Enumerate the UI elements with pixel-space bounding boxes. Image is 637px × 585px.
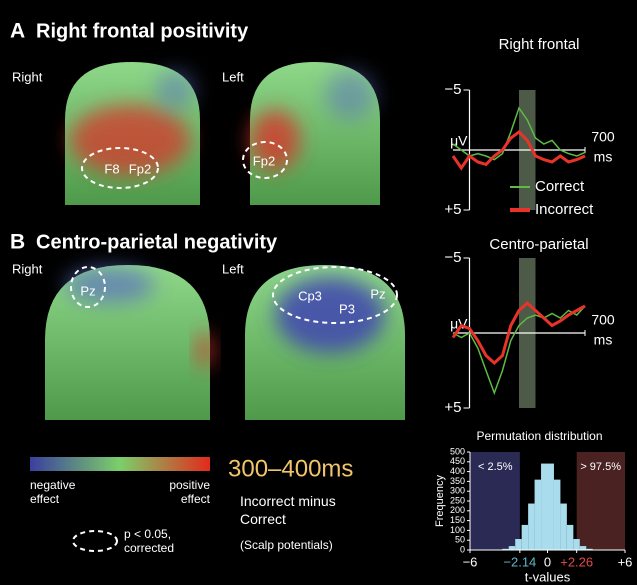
histogram-bar [573, 539, 579, 550]
histogram-bar [515, 539, 521, 550]
x-axis-label: ms [594, 149, 613, 165]
y-tick-label: 500 [450, 446, 465, 456]
histogram-bar [528, 504, 534, 550]
electrode-label: Pz [80, 283, 95, 298]
y-tick-label: 0 [460, 544, 465, 554]
x-tick-label: +6 [618, 554, 633, 569]
y-tick-label: 350 [450, 476, 465, 486]
histogram-bar [560, 504, 566, 550]
colorbar-label: negative effect [30, 478, 90, 506]
histogram-bar [509, 546, 515, 550]
y-tick-label: 300 [450, 486, 465, 496]
electrode-label: F8 [104, 161, 119, 176]
chart-title: Permutation distribution [476, 429, 602, 443]
y-tick-label: 250 [450, 495, 465, 505]
y-tick-label: 400 [450, 466, 465, 476]
contrast-label: Incorrect minus Correct [240, 492, 360, 528]
view-label: Right [12, 261, 43, 276]
panel-letter: B [10, 231, 25, 254]
histogram-bar [535, 480, 541, 550]
y-tick-label: 150 [450, 515, 465, 525]
x-tick-label: 700 [591, 129, 615, 145]
electrode-label: P3 [339, 301, 355, 316]
chart-title: Right frontal [499, 36, 580, 53]
x-tick-label: 0 [544, 554, 551, 569]
x-axis-label: ms [594, 332, 613, 348]
view-label: Right [12, 69, 43, 84]
y-tick-label: 100 [450, 525, 465, 535]
x-tick-label: −2.14 [503, 554, 536, 569]
y-axis-label: μV [450, 133, 468, 149]
x-tick-label: 700 [591, 312, 615, 328]
annotation: > 97.5% [580, 461, 621, 473]
x-tick-label: +2.26 [560, 554, 593, 569]
x-tick-label: −6 [463, 554, 478, 569]
chart-title: Centro-parietal [489, 236, 588, 253]
annotation: < 2.5% [478, 461, 513, 473]
colorbar-label: positive effect [150, 478, 210, 506]
electrode-label: Cp3 [298, 288, 322, 303]
scalp-map [45, 265, 213, 420]
histogram-bar [567, 525, 573, 550]
panel-letter: A [10, 20, 25, 43]
y-tick-label: +5 [444, 399, 461, 416]
panel-title: Right frontal positivity [36, 20, 249, 42]
time-window: 300–400ms [228, 455, 353, 482]
panel-title: Centro-parietal negativity [36, 231, 278, 253]
y-axis-label: Frequency [434, 475, 446, 527]
y-tick-label: 50 [455, 535, 465, 545]
histogram-bar [580, 546, 586, 550]
y-tick-label: −5 [444, 81, 461, 98]
significance-label: p < 0.05, corrected [124, 527, 204, 555]
electrode-label: Pz [370, 286, 385, 301]
legend-label: Correct [535, 178, 585, 195]
significance-symbol [73, 531, 117, 551]
histogram-bar [522, 525, 528, 550]
y-tick-label: −5 [444, 249, 461, 266]
y-tick-label: 450 [450, 456, 465, 466]
histogram-bar [554, 480, 560, 550]
measure-label: (Scalp potentials) [240, 538, 380, 552]
scalp-map [243, 62, 380, 205]
scalp-map [65, 62, 200, 205]
x-axis-label: t-values [525, 569, 571, 584]
view-label: Left [222, 69, 244, 84]
view-label: Left [222, 261, 244, 276]
legend-label: Incorrect [535, 201, 594, 218]
electrode-label: Fp2 [253, 153, 275, 168]
y-tick-label: 200 [450, 505, 465, 515]
electrode-label: Fp2 [129, 161, 151, 176]
histogram-bar [548, 464, 554, 550]
figure: A Right frontal positivity Right Left F8… [0, 0, 637, 585]
colorbar [30, 457, 210, 471]
histogram-bar [541, 464, 547, 550]
y-tick-label: +5 [444, 201, 461, 218]
